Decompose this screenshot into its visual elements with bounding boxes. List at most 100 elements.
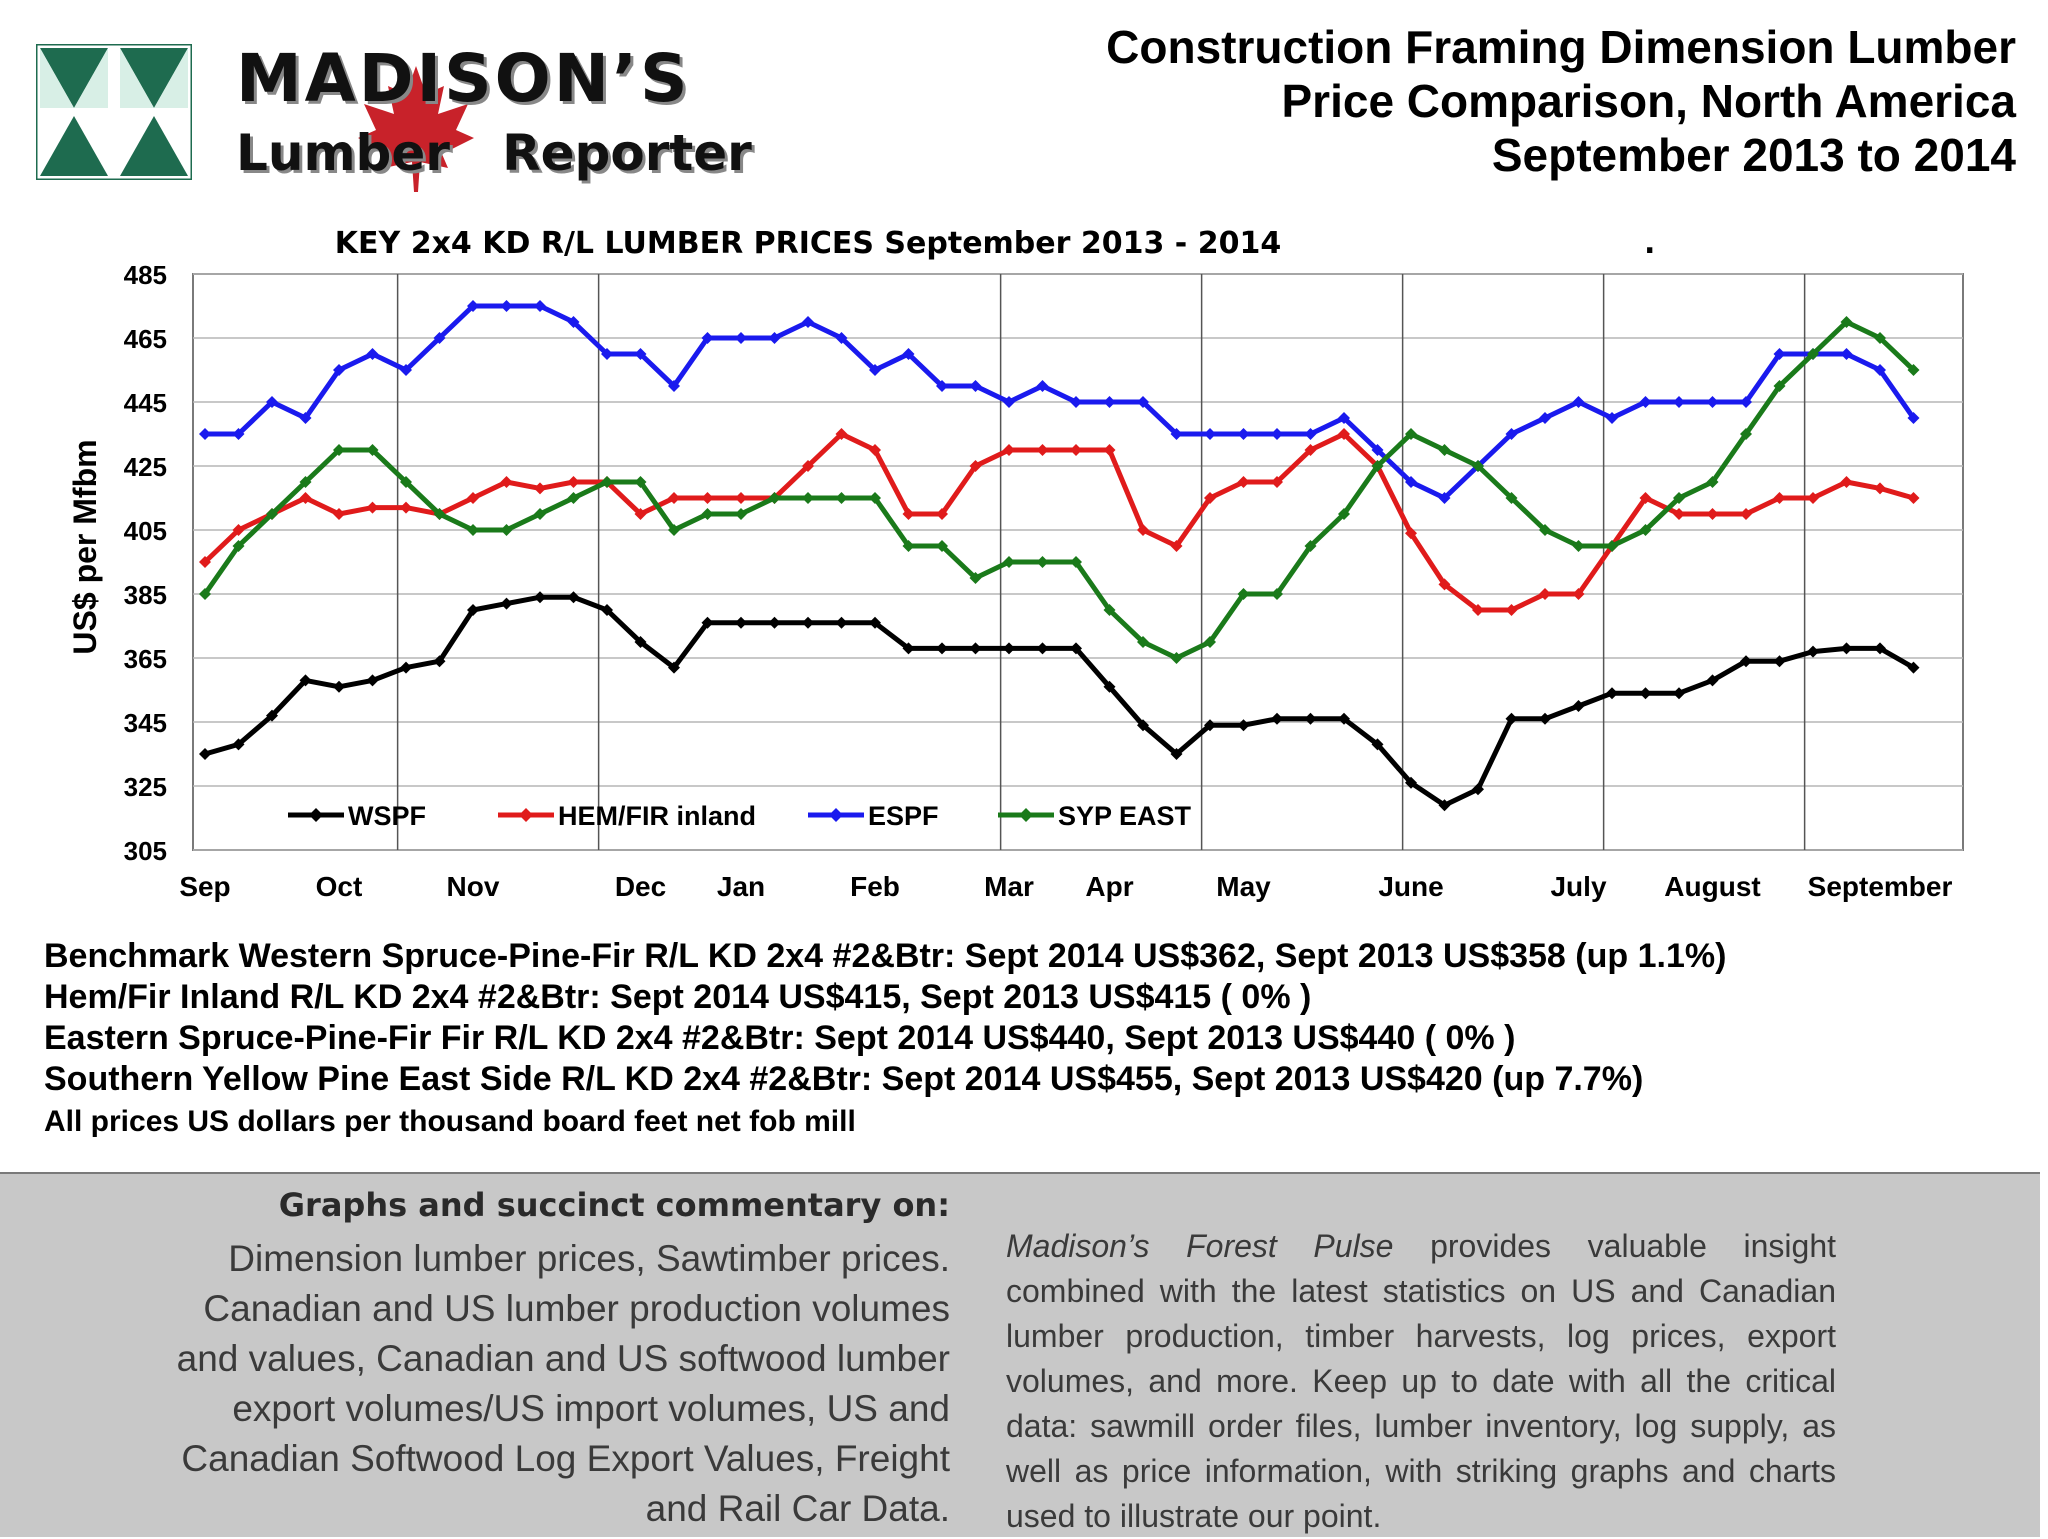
data-point bbox=[1438, 799, 1451, 812]
page-title-line-1: Construction Framing Dimension Lumber bbox=[1106, 21, 2016, 73]
summary-line-syp: Southern Yellow Pine East Side R/L KD 2x… bbox=[44, 1060, 1644, 1098]
data-point bbox=[1271, 476, 1283, 488]
y-tick-label: 385 bbox=[124, 580, 167, 610]
data-point bbox=[1673, 396, 1685, 408]
data-point bbox=[936, 540, 948, 552]
data-point bbox=[433, 655, 446, 668]
data-point bbox=[1070, 642, 1082, 655]
promo-right-text: provides valuable insight combined with … bbox=[1006, 1228, 1836, 1534]
data-point bbox=[199, 748, 211, 760]
data-point bbox=[902, 508, 915, 520]
data-point bbox=[366, 501, 379, 514]
data-point bbox=[668, 492, 680, 504]
data-point bbox=[232, 428, 245, 440]
data-point bbox=[1338, 712, 1350, 725]
series-line-3 bbox=[202, 319, 1916, 661]
data-point bbox=[869, 492, 881, 504]
data-point bbox=[1204, 492, 1216, 504]
data-point bbox=[1371, 444, 1384, 456]
logo-wordmark-lumber-reporter: Lumber Reporter bbox=[236, 124, 752, 182]
y-tick-label: 325 bbox=[124, 772, 167, 802]
chart-title-suffix: . bbox=[1644, 226, 1655, 261]
data-point bbox=[1204, 719, 1216, 732]
data-point bbox=[668, 661, 680, 674]
data-point bbox=[500, 524, 513, 536]
data-point bbox=[1472, 460, 1484, 472]
y-tick-label: 345 bbox=[124, 708, 167, 738]
data-point bbox=[634, 636, 647, 648]
data-point bbox=[1438, 492, 1451, 504]
data-point bbox=[869, 616, 881, 629]
data-point bbox=[1840, 476, 1853, 488]
data-point bbox=[1103, 396, 1116, 408]
y-tick-label: 365 bbox=[124, 644, 167, 674]
data-point bbox=[1036, 380, 1049, 392]
data-point bbox=[1639, 524, 1652, 536]
data-point bbox=[1237, 428, 1250, 440]
data-point bbox=[768, 332, 781, 344]
data-point bbox=[869, 444, 881, 456]
data-point bbox=[1505, 712, 1518, 725]
data-point bbox=[1371, 460, 1384, 472]
data-point bbox=[1539, 588, 1551, 600]
data-point bbox=[1740, 655, 1752, 668]
data-point bbox=[802, 460, 814, 472]
data-point bbox=[1003, 556, 1015, 568]
data-point bbox=[567, 476, 580, 488]
y-axis-label: US$ per Mfbm bbox=[67, 439, 103, 654]
data-point bbox=[601, 348, 613, 360]
page-title-line-2: Price Comparison, North America bbox=[1281, 75, 2017, 127]
data-point bbox=[902, 348, 915, 360]
data-point bbox=[534, 300, 546, 312]
data-point bbox=[1840, 348, 1853, 360]
data-point bbox=[333, 364, 345, 376]
x-tick-label: June bbox=[1378, 871, 1443, 902]
data-point bbox=[1639, 492, 1652, 504]
data-point bbox=[232, 738, 245, 751]
page-title-line-3: September 2013 to 2014 bbox=[1491, 129, 2016, 181]
data-point bbox=[701, 332, 714, 344]
data-point bbox=[1137, 719, 1149, 732]
x-tick-label: July bbox=[1550, 871, 1606, 902]
data-point bbox=[1472, 604, 1484, 616]
data-point bbox=[333, 680, 345, 693]
data-point bbox=[1673, 492, 1685, 504]
data-point bbox=[1137, 524, 1149, 536]
data-point bbox=[266, 709, 278, 722]
data-point bbox=[1170, 748, 1183, 760]
data-point bbox=[936, 642, 948, 655]
data-point bbox=[1204, 636, 1216, 648]
data-point bbox=[835, 492, 848, 504]
data-point bbox=[1606, 540, 1618, 552]
data-point bbox=[1271, 428, 1283, 440]
data-point bbox=[601, 476, 613, 488]
data-point bbox=[1405, 476, 1417, 488]
data-point bbox=[902, 642, 915, 655]
data-point bbox=[1606, 412, 1618, 424]
promo-left-body: Dimension lumber prices, Sawtimber price… bbox=[176, 1238, 950, 1529]
x-tick-label: Nov bbox=[447, 871, 500, 902]
data-point bbox=[634, 348, 647, 360]
data-point bbox=[266, 396, 278, 408]
data-point bbox=[1036, 556, 1049, 568]
legend-label: HEM/FIR inland bbox=[558, 801, 756, 831]
data-point bbox=[299, 492, 312, 504]
data-point bbox=[735, 508, 747, 520]
data-point bbox=[969, 460, 982, 472]
data-point bbox=[735, 332, 747, 344]
data-point bbox=[1405, 776, 1417, 789]
data-point bbox=[266, 508, 278, 520]
data-point bbox=[1907, 412, 1920, 424]
data-point bbox=[400, 476, 412, 488]
data-point bbox=[1338, 412, 1350, 424]
data-point bbox=[1505, 428, 1518, 440]
data-point bbox=[936, 380, 948, 392]
data-point bbox=[1706, 396, 1719, 408]
data-point bbox=[1907, 492, 1920, 504]
data-point bbox=[701, 508, 714, 520]
data-point bbox=[1438, 444, 1451, 456]
summary-line-hemfir: Hem/Fir Inland R/L KD 2x4 #2&Btr: Sept 2… bbox=[44, 978, 1312, 1016]
data-point bbox=[701, 492, 714, 504]
data-point bbox=[1505, 604, 1518, 616]
data-point bbox=[735, 616, 747, 629]
